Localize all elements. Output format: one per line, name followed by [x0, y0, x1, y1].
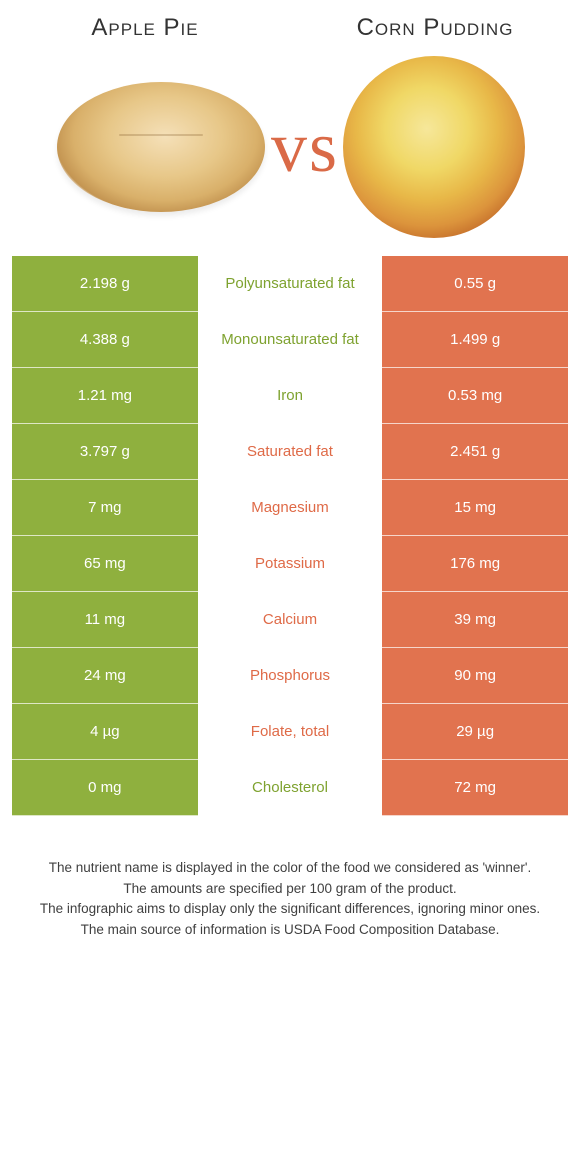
- right-value: 72 mg: [382, 760, 568, 816]
- footer-notes: The nutrient name is displayed in the co…: [0, 816, 580, 942]
- images-row: vs: [0, 50, 580, 256]
- footer-line: The main source of information is USDA F…: [26, 920, 554, 941]
- left-value: 0 mg: [12, 760, 198, 816]
- nutrient-label: Folate, total: [198, 704, 383, 760]
- footer-line: The nutrient name is displayed in the co…: [26, 858, 554, 879]
- right-value: 2.451 g: [382, 424, 568, 480]
- corn-pudding-image: [343, 56, 525, 238]
- left-value: 65 mg: [12, 536, 198, 592]
- table-row: 65 mgPotassium176 mg: [12, 536, 568, 592]
- nutrient-label: Potassium: [198, 536, 383, 592]
- left-value: 7 mg: [12, 480, 198, 536]
- table-row: 4.388 gMonounsaturated fat1.499 g: [12, 312, 568, 368]
- left-value: 2.198 g: [12, 256, 198, 312]
- table-row: 7 mgMagnesium15 mg: [12, 480, 568, 536]
- left-value: 3.797 g: [12, 424, 198, 480]
- table-row: 4 µgFolate, total29 µg: [12, 704, 568, 760]
- vs-label: vs: [265, 111, 343, 183]
- nutrient-label: Iron: [198, 368, 383, 424]
- table-row: 1.21 mgIron0.53 mg: [12, 368, 568, 424]
- header-row: Apple Pie Corn Pudding: [0, 0, 580, 50]
- table-row: 0 mgCholesterol72 mg: [12, 760, 568, 816]
- right-value: 0.55 g: [382, 256, 568, 312]
- footer-line: The amounts are specified per 100 gram o…: [26, 879, 554, 900]
- table-row: 3.797 gSaturated fat2.451 g: [12, 424, 568, 480]
- nutrient-label: Calcium: [198, 592, 383, 648]
- nutrient-label: Phosphorus: [198, 648, 383, 704]
- nutrient-label: Polyunsaturated fat: [198, 256, 383, 312]
- comparison-table: 2.198 gPolyunsaturated fat0.55 g4.388 gM…: [0, 256, 580, 816]
- left-value: 11 mg: [12, 592, 198, 648]
- footer-line: The infographic aims to display only the…: [26, 899, 554, 920]
- table-row: 2.198 gPolyunsaturated fat0.55 g: [12, 256, 568, 312]
- table-row: 24 mgPhosphorus90 mg: [12, 648, 568, 704]
- nutrient-label: Saturated fat: [198, 424, 383, 480]
- nutrient-label: Cholesterol: [198, 760, 383, 816]
- apple-pie-image: [55, 82, 265, 212]
- left-value: 4 µg: [12, 704, 198, 760]
- left-value: 4.388 g: [12, 312, 198, 368]
- nutrient-label: Monounsaturated fat: [198, 312, 383, 368]
- left-value: 24 mg: [12, 648, 198, 704]
- table-row: 11 mgCalcium39 mg: [12, 592, 568, 648]
- right-value: 90 mg: [382, 648, 568, 704]
- right-value: 15 mg: [382, 480, 568, 536]
- right-value: 29 µg: [382, 704, 568, 760]
- title-left: Apple Pie: [0, 14, 290, 42]
- right-value: 39 mg: [382, 592, 568, 648]
- left-value: 1.21 mg: [12, 368, 198, 424]
- nutrient-label: Magnesium: [198, 480, 383, 536]
- right-value: 176 mg: [382, 536, 568, 592]
- right-value: 1.499 g: [382, 312, 568, 368]
- title-right: Corn Pudding: [290, 14, 580, 42]
- right-value: 0.53 mg: [382, 368, 568, 424]
